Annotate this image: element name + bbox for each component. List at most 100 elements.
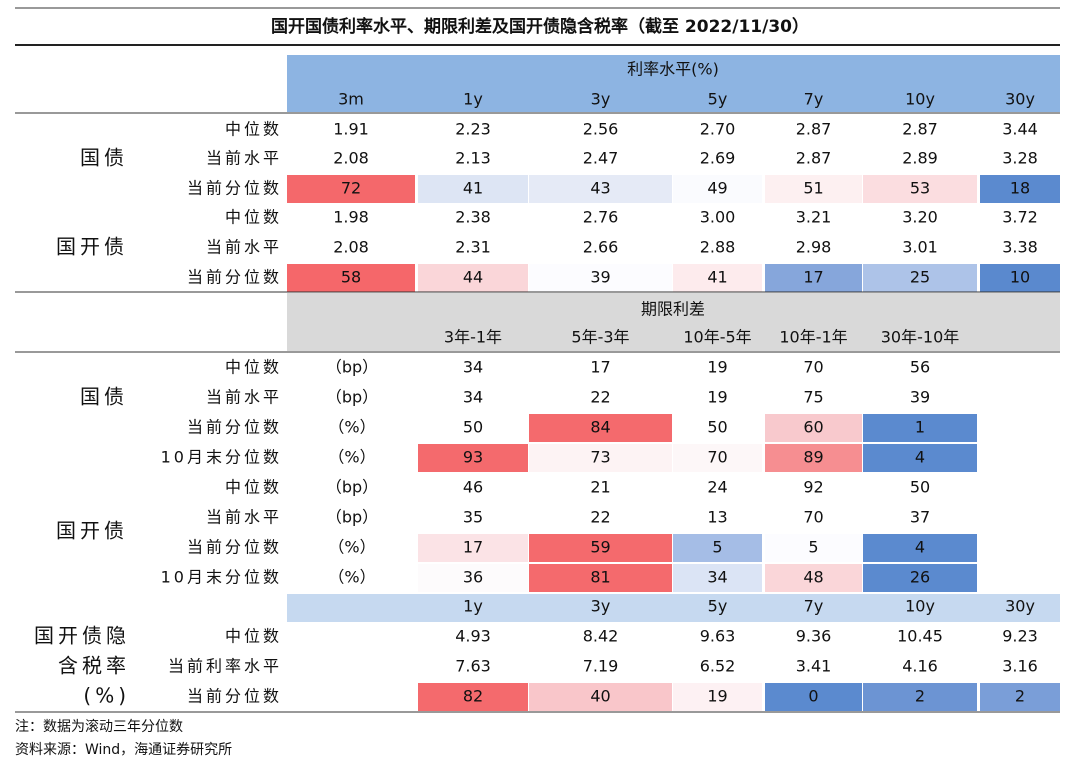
row-label: 当前水平 xyxy=(206,238,282,257)
row-unit: （%） xyxy=(328,418,375,437)
cell-value: 9.63 xyxy=(700,627,736,646)
row-label: 当前分位数 xyxy=(187,268,282,287)
cell-value: 93 xyxy=(463,448,483,467)
group-label: 国开债 xyxy=(56,235,128,259)
column-header: 5y xyxy=(708,597,728,616)
cell-value: 51 xyxy=(803,179,823,198)
cell-bg xyxy=(765,264,862,292)
column-header: 7y xyxy=(804,597,824,616)
cell-value: 17 xyxy=(590,358,610,377)
cell-value: 19 xyxy=(707,358,727,377)
cell-bg xyxy=(765,683,862,711)
cell-bg xyxy=(418,534,528,562)
cell-value: 3.20 xyxy=(902,208,938,227)
cell-value: 89 xyxy=(803,448,823,467)
cell-bg xyxy=(673,683,762,711)
cell-value: 58 xyxy=(341,268,361,287)
row-label: 中位数 xyxy=(225,358,282,377)
cell-value: 41 xyxy=(707,268,727,287)
cell-value: 4.16 xyxy=(902,657,938,676)
cell-value: 1 xyxy=(915,418,925,437)
row-unit: （%） xyxy=(328,568,375,587)
cell-value: 72 xyxy=(341,179,361,198)
cell-value: 7.19 xyxy=(583,657,619,676)
cell-bg xyxy=(418,414,528,442)
row-label: 当前水平 xyxy=(206,508,282,527)
column-header: 1y xyxy=(463,90,483,109)
cell-bg xyxy=(673,264,762,292)
cell-value: 39 xyxy=(910,388,930,407)
cell-value: 2.56 xyxy=(583,120,619,139)
cell-value: 49 xyxy=(707,179,727,198)
row-unit: （bp） xyxy=(326,478,378,497)
cell-bg xyxy=(673,175,762,203)
cell-value: 19 xyxy=(707,388,727,407)
cell-value: 43 xyxy=(590,179,610,198)
cell-value: 5 xyxy=(712,538,722,557)
row-unit: （bp） xyxy=(326,358,378,377)
cell-value: 70 xyxy=(803,508,823,527)
row-label: 10月末分位数 xyxy=(161,448,282,467)
cell-value: 3.21 xyxy=(796,208,832,227)
header-band xyxy=(287,594,1060,622)
cell-bg xyxy=(287,264,415,292)
cell-value: 56 xyxy=(910,358,930,377)
cell-value: 2.69 xyxy=(700,149,736,168)
cell-value: 2.23 xyxy=(455,120,491,139)
column-header: 30y xyxy=(1005,597,1035,616)
cell-value: 2.87 xyxy=(796,120,832,139)
cell-value: 6.52 xyxy=(700,657,736,676)
cell-value: 2.87 xyxy=(902,120,938,139)
group-label: (%) xyxy=(83,684,130,708)
cell-bg xyxy=(673,444,762,472)
cell-bg xyxy=(287,175,415,203)
cell-bg xyxy=(529,683,672,711)
cell-value: 40 xyxy=(590,687,610,706)
row-label: 中位数 xyxy=(225,478,282,497)
row-label: 中位数 xyxy=(225,627,282,646)
cell-value: 21 xyxy=(590,478,610,497)
cell-bg xyxy=(863,264,977,292)
cell-bg xyxy=(980,683,1060,711)
section-header: 利率水平(%) xyxy=(627,60,719,79)
cell-value: 2.98 xyxy=(796,238,832,257)
cell-value: 19 xyxy=(707,687,727,706)
row-label: 当前分位数 xyxy=(187,418,282,437)
section-header: 期限利差 xyxy=(641,300,705,319)
cell-bg xyxy=(765,175,862,203)
cell-value: 2.47 xyxy=(583,149,619,168)
cell-value: 3.16 xyxy=(1002,657,1038,676)
column-header: 10年-1年 xyxy=(779,328,847,347)
cell-value: 37 xyxy=(910,508,930,527)
note: 资料来源：Wind，海通证券研究所 xyxy=(15,742,232,758)
row-label: 当前分位数 xyxy=(187,179,282,198)
column-header: 3年-1年 xyxy=(444,328,502,347)
group-label: 含税率 xyxy=(58,654,130,678)
row-unit: （%） xyxy=(328,538,375,557)
cell-value: 48 xyxy=(803,568,823,587)
cell-value: 8.42 xyxy=(583,627,619,646)
cell-bg xyxy=(529,414,672,442)
group-label: 国开债 xyxy=(56,519,128,543)
cell-value: 3.41 xyxy=(796,657,832,676)
cell-value: 3.38 xyxy=(1002,238,1038,257)
cell-bg xyxy=(673,414,762,442)
cell-bg xyxy=(418,564,528,592)
cell-value: 2.76 xyxy=(583,208,619,227)
cell-value: 24 xyxy=(707,478,727,497)
column-header: 10年-5年 xyxy=(683,328,751,347)
cell-value: 50 xyxy=(707,418,727,437)
cell-value: 2.08 xyxy=(333,238,369,257)
row-label: 当前水平 xyxy=(206,149,282,168)
column-header: 3m xyxy=(338,90,364,109)
row-unit: （bp） xyxy=(326,508,378,527)
cell-value: 34 xyxy=(707,568,727,587)
cell-value: 34 xyxy=(463,358,483,377)
note: 注：数据为滚动三年分位数 xyxy=(15,718,183,735)
cell-value: 81 xyxy=(590,568,610,587)
cell-value: 10.45 xyxy=(897,627,943,646)
cell-value: 3.00 xyxy=(700,208,736,227)
cell-bg xyxy=(765,564,862,592)
column-header: 3y xyxy=(591,90,611,109)
